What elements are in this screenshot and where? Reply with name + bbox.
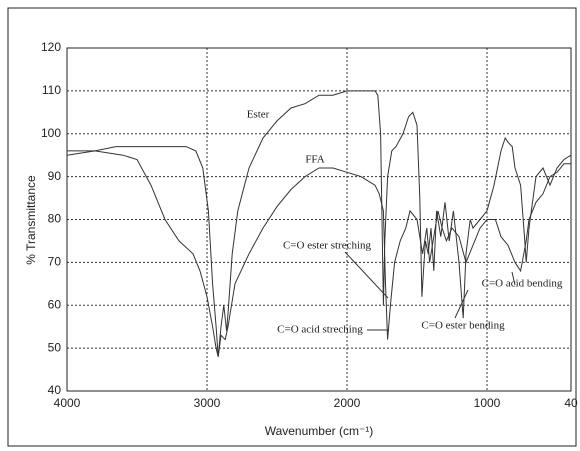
frame bbox=[7, 7, 577, 447]
spectrum-line bbox=[66, 150, 571, 357]
annotation: C=O ester bending bbox=[421, 320, 505, 332]
y-tick-label: 40 bbox=[48, 383, 62, 397]
y-tick-label: 110 bbox=[42, 83, 61, 97]
annotation: C=O acid streching bbox=[277, 324, 363, 336]
annotation-pointers bbox=[344, 251, 516, 331]
x-axis-label: Wavenumber (cm⁻¹) bbox=[265, 424, 374, 438]
y-tick-label: 100 bbox=[41, 126, 61, 140]
annotation: C=O ester streching bbox=[283, 240, 372, 252]
y-tick-label: 50 bbox=[48, 340, 62, 354]
x-tick-label: 1000 bbox=[474, 396, 501, 410]
x-tick-label: 3000 bbox=[194, 396, 221, 410]
x-tick-label: 2000 bbox=[334, 396, 361, 410]
plot-area bbox=[66, 47, 572, 392]
y-axis-label: % Transmittance bbox=[24, 175, 38, 265]
annotation: C=O acid bending bbox=[482, 278, 563, 290]
x-tick-label: 40 bbox=[564, 396, 578, 410]
series-label: FFA bbox=[305, 154, 324, 166]
y-tick-label: 90 bbox=[48, 169, 62, 183]
x-tick-label: 4000 bbox=[54, 396, 81, 410]
y-tick-label: 80 bbox=[48, 212, 62, 226]
spectrum-line bbox=[67, 90, 572, 357]
y-tick-label: 120 bbox=[41, 40, 61, 54]
y-tick-label: 70 bbox=[48, 255, 62, 269]
y-tick-label: 60 bbox=[48, 297, 62, 311]
series-label: Ester bbox=[247, 109, 270, 121]
